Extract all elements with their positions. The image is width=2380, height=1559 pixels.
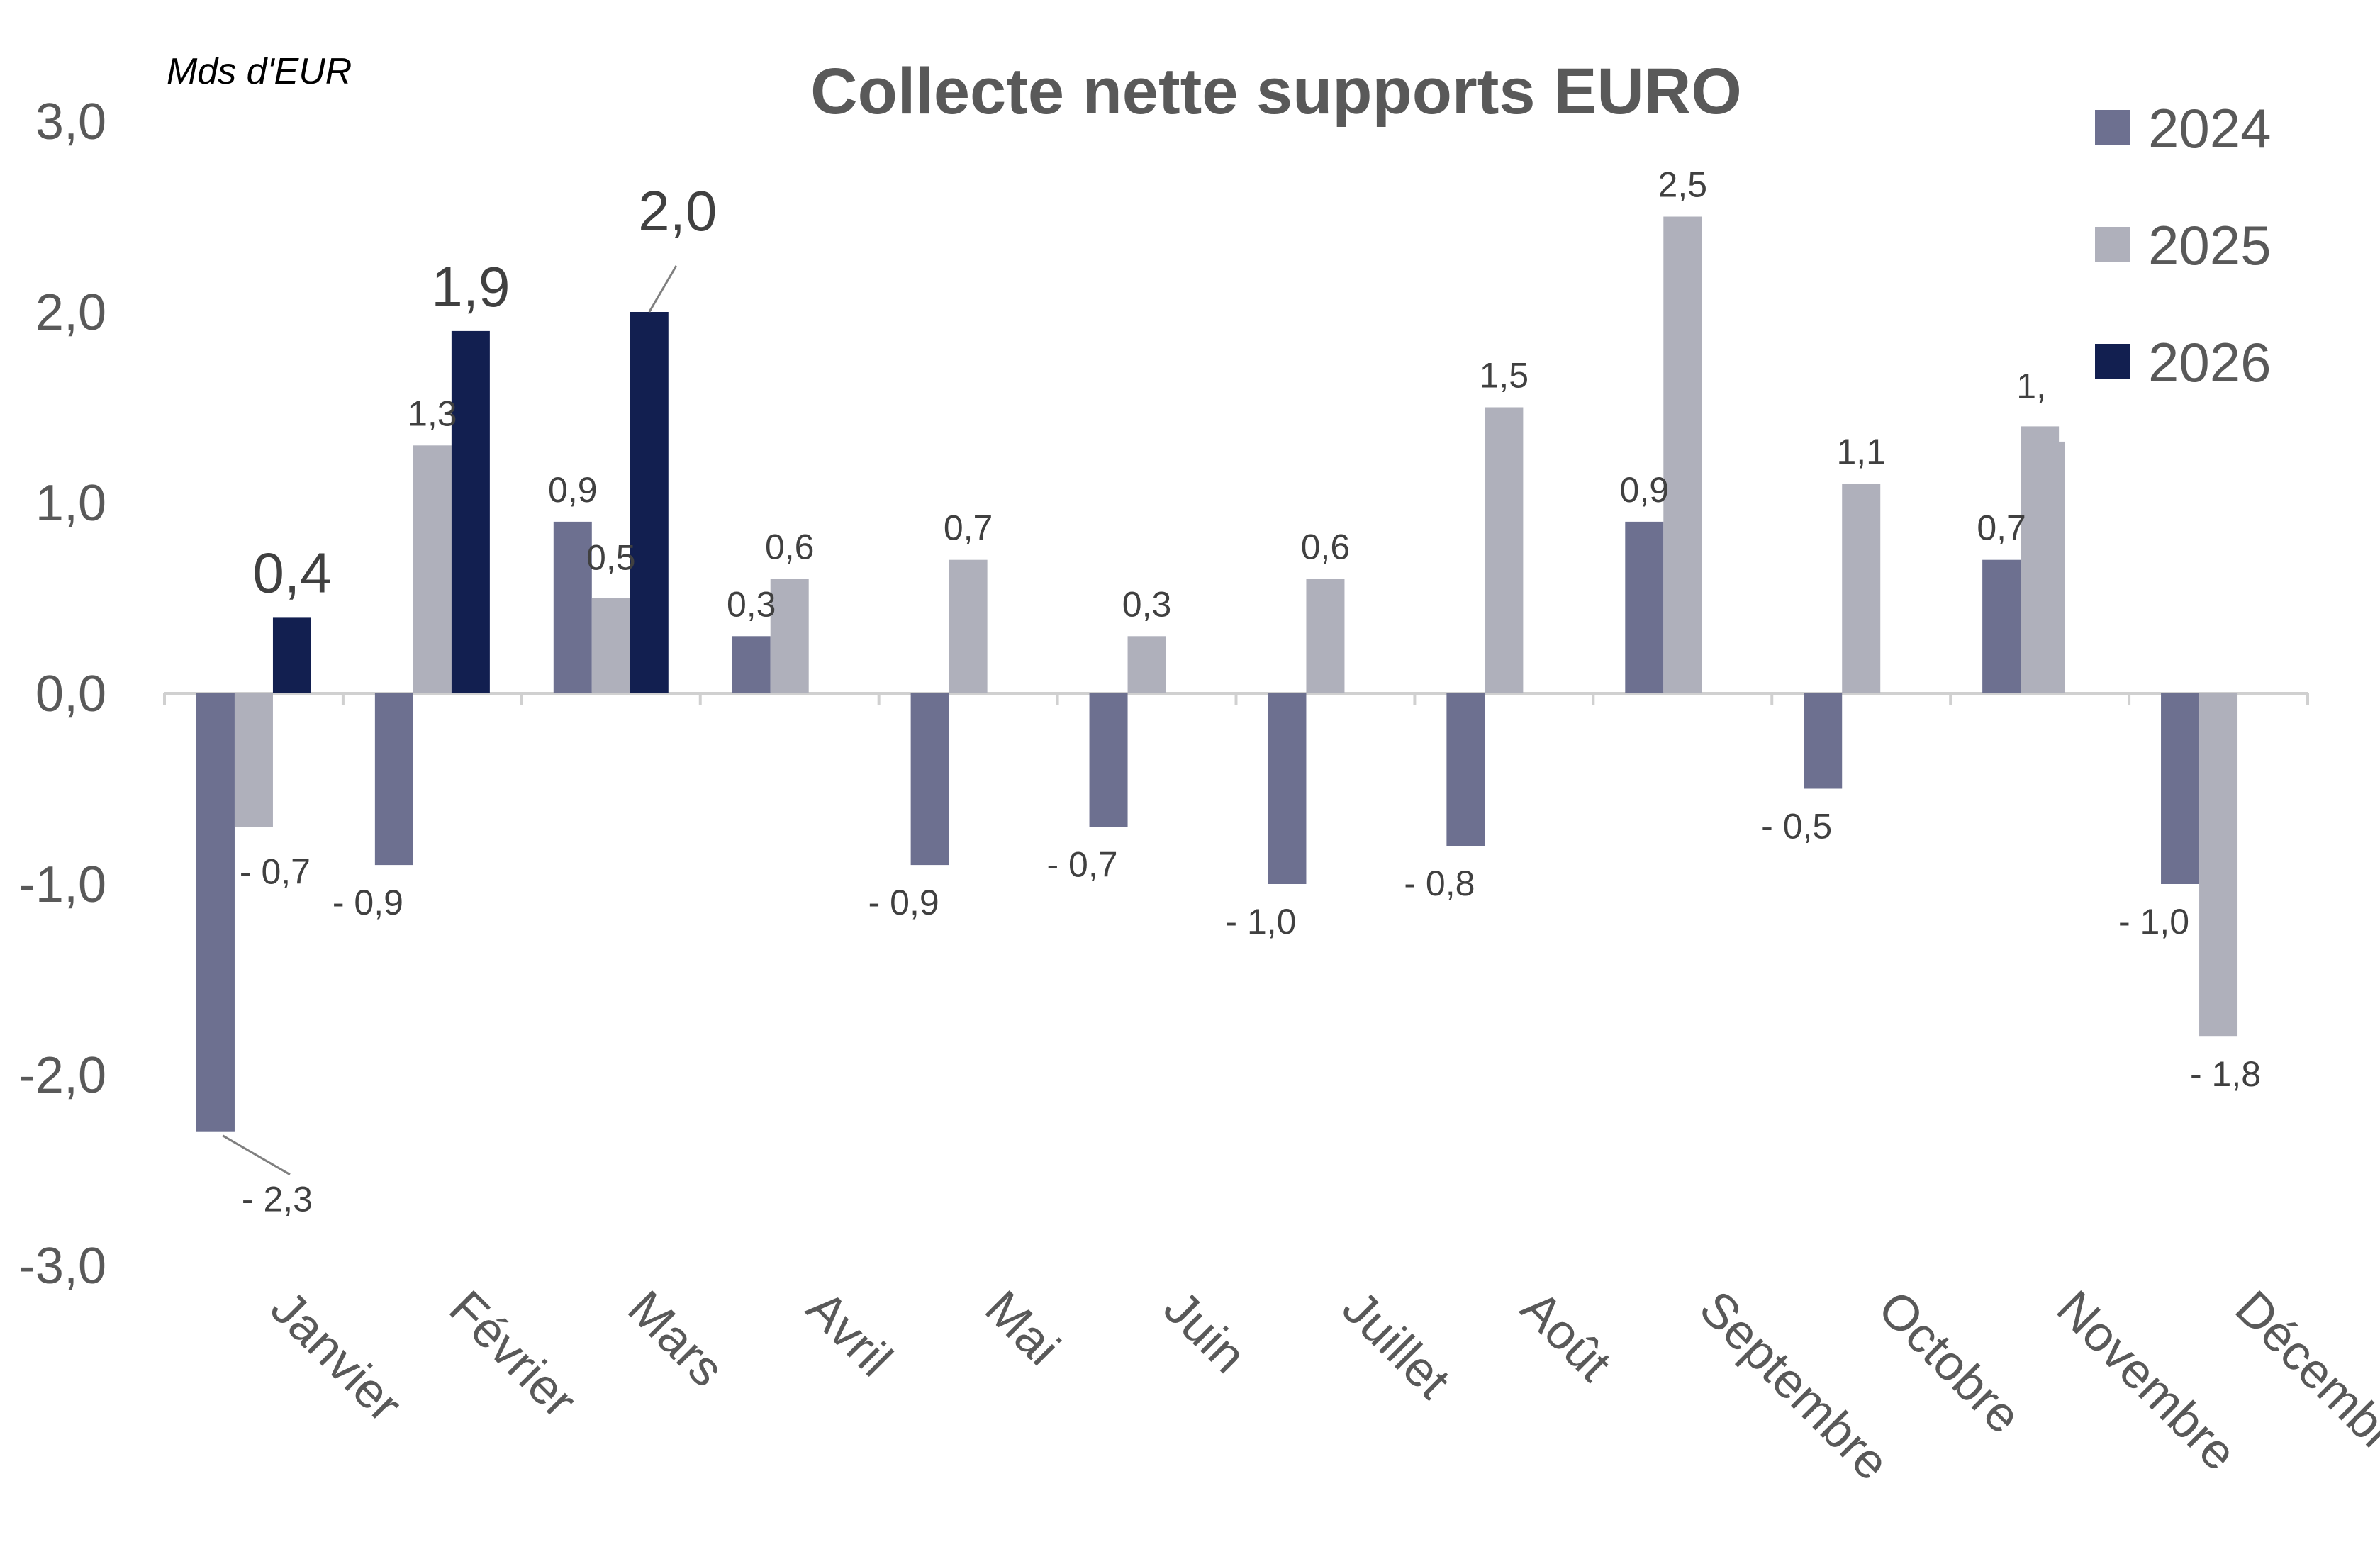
x-tick-label: Juillet [1332,1280,1461,1409]
data-label-2026-Mars: 2,0 [638,179,717,242]
data-label-2024-Janvier: - 2,3 [242,1180,313,1219]
bar-2026-Février [451,330,490,693]
bar-2024-Mars [553,521,592,693]
data-label-2025-Décembre: - 1,8 [2190,1054,2261,1094]
x-tick-label: Février [439,1280,587,1428]
bar-2025-Juin [1127,636,1166,693]
legend-swatch-2024 [2095,110,2130,145]
chart-title: Collecte nette supports EURO [810,55,1742,128]
legend-swatch-2025 [2095,227,2130,262]
bar-2024-Octobre [1804,693,1843,789]
bar-2025-Juillet [1306,579,1345,693]
data-label-2024-Mars: 0,9 [548,470,598,510]
x-tick-label: Août [1511,1280,1622,1391]
x-tick-label: Juin [1153,1280,1257,1383]
bar-2025-Janvier [234,693,273,827]
bar-2024-Mai [910,693,949,866]
y-tick-label: -2,0 [18,1047,106,1104]
bar-2024-Novembre [1982,559,2021,693]
leader-line [222,1134,291,1175]
bar-2024-Janvier [196,693,235,1132]
x-tick-label: Mai [975,1280,1071,1375]
bar-2024-Juin [1089,693,1128,827]
x-tick-label: Avril [796,1280,903,1387]
bar-2026-Janvier [272,617,311,693]
bar-2025-Septembre [1663,216,1702,693]
data-label-2025-Août: 1,5 [1480,356,1529,396]
x-tick-label: Décembre [2225,1280,2380,1480]
bar-2024-Décembre [2161,693,2200,884]
legend-label-2026: 2026 [2148,331,2272,393]
data-label-2025-Novembre: 1, [2016,366,2046,406]
legend-label-2025: 2025 [2148,214,2272,276]
data-label-2026-Février: 1,9 [431,255,510,318]
bar-2025-Avril [770,579,809,693]
bar-overlap-fragment [2052,441,2065,693]
data-label-2024-Novembre: 0,7 [1977,508,2026,548]
data-label-2024-Juin: - 0,7 [1047,844,1118,884]
bar-2025-Octobre [1842,484,1881,693]
data-label-2025-Juin: 0,3 [1122,584,1172,624]
data-label-2024-Février: - 0,9 [333,883,403,922]
legend-swatch-2026 [2095,344,2130,379]
bar-2025-Février [413,445,452,693]
y-tick-label: 3,0 [35,94,106,150]
data-label-2025-Janvier: - 0,7 [240,851,311,891]
x-tick-label: Septembre [1689,1280,1900,1490]
bar-2024-Février [374,693,413,866]
x-tick-label: Octobre [1868,1280,2032,1443]
data-label-2025-Avril: 0,6 [765,527,815,567]
data-label-2024-Mai: - 0,9 [868,883,939,922]
data-label-2025-Mai: 0,7 [944,508,993,548]
data-labels: - 2,3 - 0,9 0,9 0,3 - 0,9 - 0,7 - 1,0 - 0,8 0,9 -… [222,165,2261,1219]
y-axis: 3,0 2,0 1,0 0,0 -1,0 -2,0 -3,0 [18,94,2309,1295]
y-tick-label: -1,0 [18,856,106,913]
bar-2024-Septembre [1625,521,1664,693]
bar-2025-Août [1485,407,1524,693]
y-tick-label: 2,0 [35,284,106,341]
x-tick-label: Mars [618,1280,734,1397]
data-label-2024-Septembre: 0,9 [1620,470,1670,510]
bars [196,216,2238,1132]
leader-line [648,265,678,313]
bar-2025-Décembre [2199,693,2238,1037]
bar-2025-Mai [949,559,988,693]
x-tick-label: Novembre [2047,1280,2247,1480]
legend: 2024 2025 2026 [2095,97,2272,393]
data-label-2024-Juillet: - 1,0 [1225,902,1296,941]
data-label-2025-Février: 1,3 [408,393,457,433]
bar-2024-Avril [732,636,771,693]
x-tick-label: Janvier [260,1280,413,1432]
y-tick-label: -3,0 [18,1238,106,1295]
bar-2025-Mars [591,598,630,693]
data-label-2025-Septembre: 2,5 [1658,165,1708,205]
unit-label: Mds d'EUR [167,51,352,92]
data-label-2024-Avril: 0,3 [727,584,776,624]
data-label-2025-Juillet: 0,6 [1301,527,1351,567]
y-tick-label: 0,0 [35,666,106,722]
bar-2024-Juillet [1268,693,1307,884]
data-label-2024-Décembre: - 1,0 [2118,902,2189,941]
data-label-2025-Mars: 0,5 [586,538,636,578]
y-tick-label: 1,0 [35,475,106,532]
bar-2026-Mars [630,312,669,693]
bar-2024-Août [1446,693,1485,846]
data-label-2024-Octobre: - 0,5 [1761,807,1832,846]
data-label-2025-Octobre: 1,1 [1836,432,1886,471]
data-label-2024-Août: - 0,8 [1404,864,1475,903]
legend-label-2024: 2024 [2148,97,2272,160]
x-axis: Janvier Février Mars Avril Mai Juin Juillet Aoû… [260,1280,2380,1490]
data-label-2026-Janvier: 0,4 [252,541,331,604]
